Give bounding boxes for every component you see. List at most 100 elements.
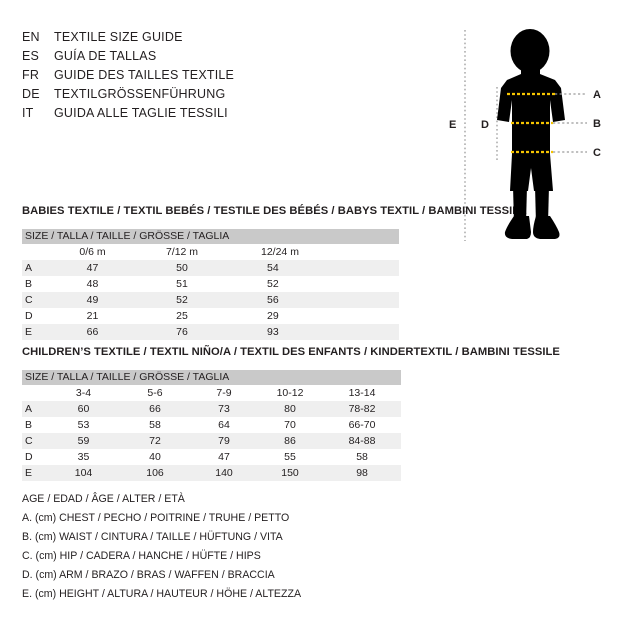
babies-cell-b-2: 52 bbox=[227, 276, 399, 292]
language-row-fr: FR GUIDE DES TAILLES TEXTILE bbox=[22, 68, 282, 87]
language-text-es: GUÍA DE TALLAS bbox=[54, 49, 157, 63]
table-row: A 47 50 54 bbox=[22, 260, 399, 276]
measurement-legend: AGE / EDAD / ÂGE / ALTER / ETÀ A. (cm) C… bbox=[22, 490, 301, 604]
children-cell-b-3: 70 bbox=[257, 417, 323, 433]
children-corner-cell bbox=[22, 385, 48, 401]
babies-col-header-2: 12/24 m bbox=[227, 244, 399, 260]
table-row: C 49 52 56 bbox=[22, 292, 399, 308]
language-text-it: GUIDA ALLE TAGLIE TESSILI bbox=[54, 106, 228, 120]
language-row-es: ES GUÍA DE TALLAS bbox=[22, 49, 282, 68]
babies-col-header-0: 0/6 m bbox=[48, 244, 137, 260]
children-section-heading: CHILDREN’S TEXTILE / TEXTIL NIÑO/A / TEX… bbox=[22, 346, 560, 358]
silhouette-leg-left bbox=[513, 186, 527, 224]
children-cell-d-4: 58 bbox=[323, 449, 402, 465]
children-cell-d-0: 35 bbox=[48, 449, 119, 465]
children-cell-e-3: 150 bbox=[257, 465, 323, 481]
children-cell-a-2: 73 bbox=[191, 401, 257, 417]
language-code-fr: FR bbox=[22, 68, 40, 82]
children-cell-d-3: 55 bbox=[257, 449, 323, 465]
silhouette-shoe-right bbox=[533, 216, 560, 239]
children-cell-c-4: 84-88 bbox=[323, 433, 402, 449]
babies-cell-e-0: 66 bbox=[48, 324, 137, 340]
babies-size-table: SIZE / TALLA / TAILLE / GRÖSSE / TAGLIA … bbox=[22, 229, 399, 340]
children-cell-a-1: 66 bbox=[119, 401, 191, 417]
children-row-label-e: E bbox=[22, 465, 48, 481]
babies-cell-e-1: 76 bbox=[137, 324, 227, 340]
children-size-band: SIZE / TALLA / TAILLE / GRÖSSE / TAGLIA bbox=[22, 370, 402, 385]
children-cell-b-1: 58 bbox=[119, 417, 191, 433]
language-title-block: EN TEXTILE SIZE GUIDE ES GUÍA DE TALLAS … bbox=[22, 30, 282, 125]
babies-size-band-label: SIZE / TALLA / TAILLE / GRÖSSE / TAGLIA bbox=[22, 229, 399, 244]
language-text-en: TEXTILE SIZE GUIDE bbox=[54, 30, 183, 44]
babies-cell-c-0: 49 bbox=[48, 292, 137, 308]
children-col-header-0: 3-4 bbox=[48, 385, 119, 401]
children-col-header-4: 13-14 bbox=[323, 385, 402, 401]
babies-cell-b-1: 51 bbox=[137, 276, 227, 292]
children-row-label-c: C bbox=[22, 433, 48, 449]
legend-line-a-chest: A. (cm) CHEST / PECHO / POITRINE / TRUHE… bbox=[22, 512, 290, 524]
babies-cell-e-2: 93 bbox=[227, 324, 399, 340]
figure-label-e: E bbox=[449, 119, 456, 131]
figure-label-c: C bbox=[593, 147, 601, 159]
babies-column-header-row: 0/6 m 7/12 m 12/24 m bbox=[22, 244, 399, 260]
children-cell-e-4: 98 bbox=[323, 465, 402, 481]
table-row: D 21 25 29 bbox=[22, 308, 399, 324]
children-row-label-b: B bbox=[22, 417, 48, 433]
children-cell-c-1: 72 bbox=[119, 433, 191, 449]
language-row-it: IT GUIDA ALLE TAGLIE TESSILI bbox=[22, 106, 282, 125]
children-col-header-1: 5-6 bbox=[119, 385, 191, 401]
language-row-en: EN TEXTILE SIZE GUIDE bbox=[22, 30, 282, 49]
babies-cell-a-1: 50 bbox=[137, 260, 227, 276]
figure-label-a: A bbox=[593, 89, 601, 101]
legend-line-age: AGE / EDAD / ÂGE / ALTER / ETÀ bbox=[22, 493, 185, 505]
babies-cell-a-2: 54 bbox=[227, 260, 399, 276]
babies-cell-b-0: 48 bbox=[48, 276, 137, 292]
children-row-label-a: A bbox=[22, 401, 48, 417]
babies-corner-cell bbox=[22, 244, 48, 260]
language-text-de: TEXTILGRÖSSENFÜHRUNG bbox=[54, 87, 226, 101]
silhouette-shoe-left bbox=[504, 216, 531, 239]
language-row-de: DE TEXTILGRÖSSENFÜHRUNG bbox=[22, 87, 282, 106]
children-cell-b-2: 64 bbox=[191, 417, 257, 433]
children-column-header-row: 3-4 5-6 7-9 10-12 13-14 bbox=[22, 385, 402, 401]
measurement-figure-panel: A B C D E bbox=[445, 28, 620, 243]
silhouette-shorts bbox=[510, 154, 553, 191]
silhouette-leg-right bbox=[535, 186, 549, 224]
figure-label-b: B bbox=[593, 118, 601, 130]
babies-col-header-1: 7/12 m bbox=[137, 244, 227, 260]
language-code-en: EN bbox=[22, 30, 40, 44]
table-row: A 60 66 73 80 78-82 bbox=[22, 401, 402, 417]
babies-section-heading: BABIES TEXTILE / TEXTIL BEBÉS / TESTILE … bbox=[22, 205, 527, 217]
legend-line-e-height: E. (cm) HEIGHT / ALTURA / HAUTEUR / HÖHE… bbox=[22, 588, 302, 600]
children-cell-c-2: 79 bbox=[191, 433, 257, 449]
legend-line-b-waist: B. (cm) WAIST / CINTURA / TAILLE / HÜFTU… bbox=[22, 531, 283, 543]
children-cell-a-4: 78-82 bbox=[323, 401, 402, 417]
babies-row-label-a: A bbox=[22, 260, 48, 276]
babies-cell-d-0: 21 bbox=[48, 308, 137, 324]
child-silhouette-diagram: A B C D E bbox=[449, 29, 601, 241]
silhouette-torso bbox=[497, 74, 565, 161]
silhouette-head bbox=[510, 29, 550, 73]
babies-cell-a-0: 47 bbox=[48, 260, 137, 276]
children-cell-b-4: 66-70 bbox=[323, 417, 402, 433]
table-row: E 66 76 93 bbox=[22, 324, 399, 340]
table-row: D 35 40 47 55 58 bbox=[22, 449, 402, 465]
children-cell-d-1: 40 bbox=[119, 449, 191, 465]
children-size-band-label: SIZE / TALLA / TAILLE / GRÖSSE / TAGLIA bbox=[22, 370, 402, 385]
legend-line-d-arm: D. (cm) ARM / BRAZO / BRAS / WAFFEN / BR… bbox=[22, 569, 275, 581]
children-cell-e-1: 106 bbox=[119, 465, 191, 481]
children-size-table: SIZE / TALLA / TAILLE / GRÖSSE / TAGLIA … bbox=[22, 370, 402, 481]
legend-line-c-hip: C. (cm) HIP / CADERA / HANCHE / HÜFTE / … bbox=[22, 550, 261, 562]
babies-cell-d-2: 29 bbox=[227, 308, 399, 324]
table-row: C 59 72 79 86 84-88 bbox=[22, 433, 402, 449]
table-row: B 48 51 52 bbox=[22, 276, 399, 292]
children-cell-e-0: 104 bbox=[48, 465, 119, 481]
children-cell-e-2: 140 bbox=[191, 465, 257, 481]
babies-row-label-c: C bbox=[22, 292, 48, 308]
children-cell-c-0: 59 bbox=[48, 433, 119, 449]
children-row-label-d: D bbox=[22, 449, 48, 465]
babies-row-label-d: D bbox=[22, 308, 48, 324]
language-text-fr: GUIDE DES TAILLES TEXTILE bbox=[54, 68, 235, 82]
figure-label-d: D bbox=[481, 119, 489, 131]
children-cell-d-2: 47 bbox=[191, 449, 257, 465]
